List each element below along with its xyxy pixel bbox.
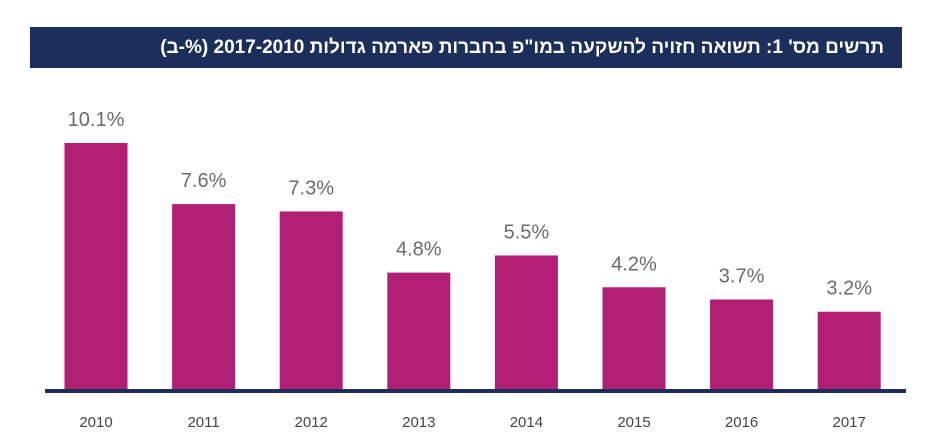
x-tick-label: 2013 (402, 414, 435, 431)
data-label: 7.3% (288, 177, 334, 199)
bar-2011 (172, 204, 236, 390)
x-tick-label: 2010 (79, 414, 112, 431)
data-label: 4.2% (611, 253, 657, 275)
bar-2013 (387, 272, 451, 390)
bar-2015 (602, 287, 666, 390)
data-label: 5.5% (504, 221, 550, 243)
title-bar: תרשים מס' 1: תשואה חזויה להשקעה במו"פ בח… (30, 27, 902, 68)
x-tick-label: 2017 (833, 414, 866, 431)
x-tick-label: 2011 (187, 414, 219, 431)
bar-2014 (494, 255, 558, 390)
x-tick-label: 2015 (617, 414, 650, 431)
x-tick-label: 2012 (295, 414, 328, 431)
bar-2012 (279, 211, 343, 390)
data-label: 7.6% (181, 170, 227, 192)
bar-2016 (710, 299, 774, 390)
data-label: 3.2% (826, 278, 872, 300)
data-label: 4.8% (396, 239, 442, 261)
x-tick-label: 2014 (510, 414, 543, 431)
data-label: 10.1% (68, 109, 125, 131)
x-tick-label: 2016 (725, 414, 758, 431)
bar-2010 (64, 142, 128, 390)
data-label: 3.7% (719, 265, 765, 287)
bar-2017 (817, 311, 881, 390)
chart-title: תרשים מס' 1: תשואה חזויה להשקעה במו"פ בח… (160, 37, 884, 58)
